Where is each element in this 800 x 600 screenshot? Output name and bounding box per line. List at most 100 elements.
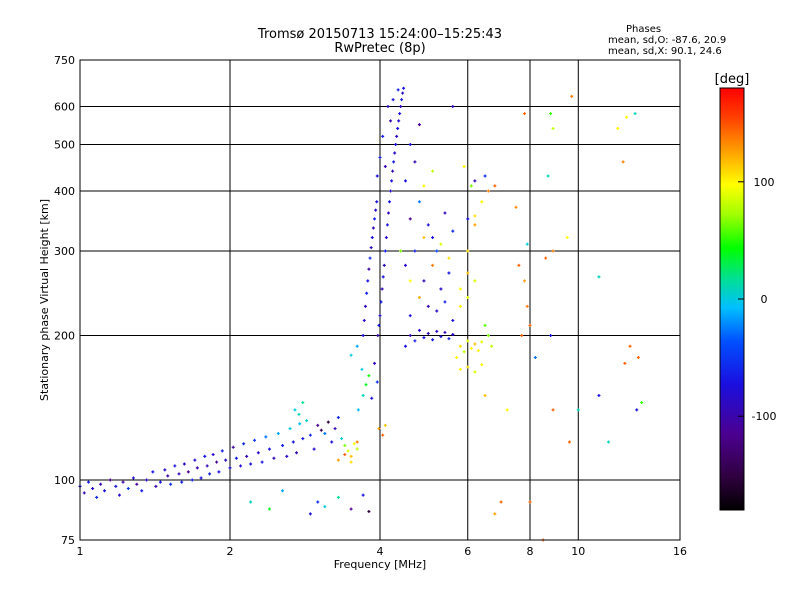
data-point — [408, 334, 412, 338]
data-point — [297, 412, 301, 416]
data-point — [375, 380, 379, 384]
data-point — [114, 484, 118, 488]
data-point — [249, 462, 253, 466]
data-point — [400, 98, 404, 102]
data-point — [466, 249, 470, 253]
data-point — [413, 249, 417, 253]
y-axis-label: Stationary phase Virtual Height [km] — [38, 199, 51, 401]
data-point — [635, 408, 639, 412]
data-point — [426, 331, 430, 335]
data-point — [131, 476, 135, 480]
data-point — [190, 478, 194, 482]
data-point — [408, 279, 412, 283]
y-tick-label: 400 — [54, 185, 75, 198]
data-point — [633, 112, 637, 116]
data-point — [330, 440, 334, 444]
data-point — [301, 401, 305, 405]
colorbar-tick-label: -100 — [752, 410, 777, 423]
data-point — [394, 143, 398, 147]
data-point — [466, 365, 470, 369]
data-point — [340, 437, 344, 441]
data-point — [447, 337, 451, 341]
data-point — [245, 454, 249, 458]
data-point — [371, 226, 375, 230]
data-point — [528, 500, 532, 504]
data-point — [199, 476, 203, 480]
data-point — [182, 462, 186, 466]
data-point — [399, 249, 403, 253]
data-point — [396, 88, 400, 92]
data-point — [621, 160, 625, 164]
data-point — [362, 318, 366, 322]
data-point — [447, 271, 451, 275]
data-point — [228, 466, 232, 470]
data-point — [549, 334, 553, 338]
data-point — [417, 296, 421, 300]
data-point — [249, 500, 253, 504]
data-point — [447, 256, 451, 260]
data-point — [443, 300, 447, 304]
data-point — [291, 440, 295, 444]
data-point — [567, 440, 571, 444]
data-point — [374, 208, 378, 212]
data-point — [126, 487, 130, 491]
data-point — [422, 279, 426, 283]
x-tick-label: 6 — [464, 545, 471, 558]
data-point — [458, 367, 462, 371]
data-point — [473, 214, 477, 218]
data-point — [86, 480, 90, 484]
phase-stats-heading: Phases — [626, 24, 662, 35]
colorbar-ticks: 100 0 -100 — [738, 176, 776, 423]
data-point — [381, 433, 385, 437]
data-point — [480, 363, 484, 367]
data-point — [499, 500, 503, 504]
data-point — [301, 437, 305, 441]
data-point — [473, 342, 477, 346]
plot-frame — [79, 59, 681, 541]
data-point — [326, 420, 330, 424]
data-point — [103, 489, 107, 493]
data-point — [367, 267, 371, 271]
data-point — [403, 179, 407, 183]
data-point — [364, 383, 368, 387]
data-point — [108, 478, 112, 482]
x-axis-label: Frequency [MHz] — [334, 558, 426, 571]
data-point — [408, 143, 412, 147]
data-point — [349, 507, 353, 511]
data-point — [154, 484, 158, 488]
data-point — [398, 112, 402, 116]
data-point — [355, 344, 359, 348]
data-point — [121, 480, 125, 484]
data-point — [451, 332, 455, 336]
data-point — [469, 346, 473, 350]
data-point — [386, 105, 390, 109]
data-point — [514, 205, 518, 209]
data-point — [352, 442, 356, 446]
data-point — [195, 466, 199, 470]
data-point — [392, 160, 396, 164]
data-point — [473, 223, 477, 227]
data-point — [375, 200, 379, 204]
data-point — [288, 427, 292, 431]
data-point — [163, 468, 167, 472]
y-tick-labels: 75 100 200 300 400 500 600 750 — [54, 54, 75, 547]
data-point — [393, 151, 397, 155]
data-point — [388, 200, 392, 204]
data-point — [151, 470, 155, 474]
data-point — [360, 367, 364, 371]
data-point — [381, 134, 385, 138]
y-tick-label: 300 — [54, 245, 75, 258]
data-point — [640, 401, 644, 405]
data-point — [349, 460, 353, 464]
data-point — [375, 174, 379, 178]
data-point — [91, 487, 95, 491]
data-point — [391, 169, 395, 173]
data-point — [361, 493, 365, 497]
data-point — [264, 435, 268, 439]
data-point — [215, 460, 219, 464]
data-point — [451, 229, 455, 233]
data-point — [443, 211, 447, 215]
data-point — [546, 174, 550, 178]
data-point — [397, 119, 401, 123]
data-point — [473, 370, 477, 374]
